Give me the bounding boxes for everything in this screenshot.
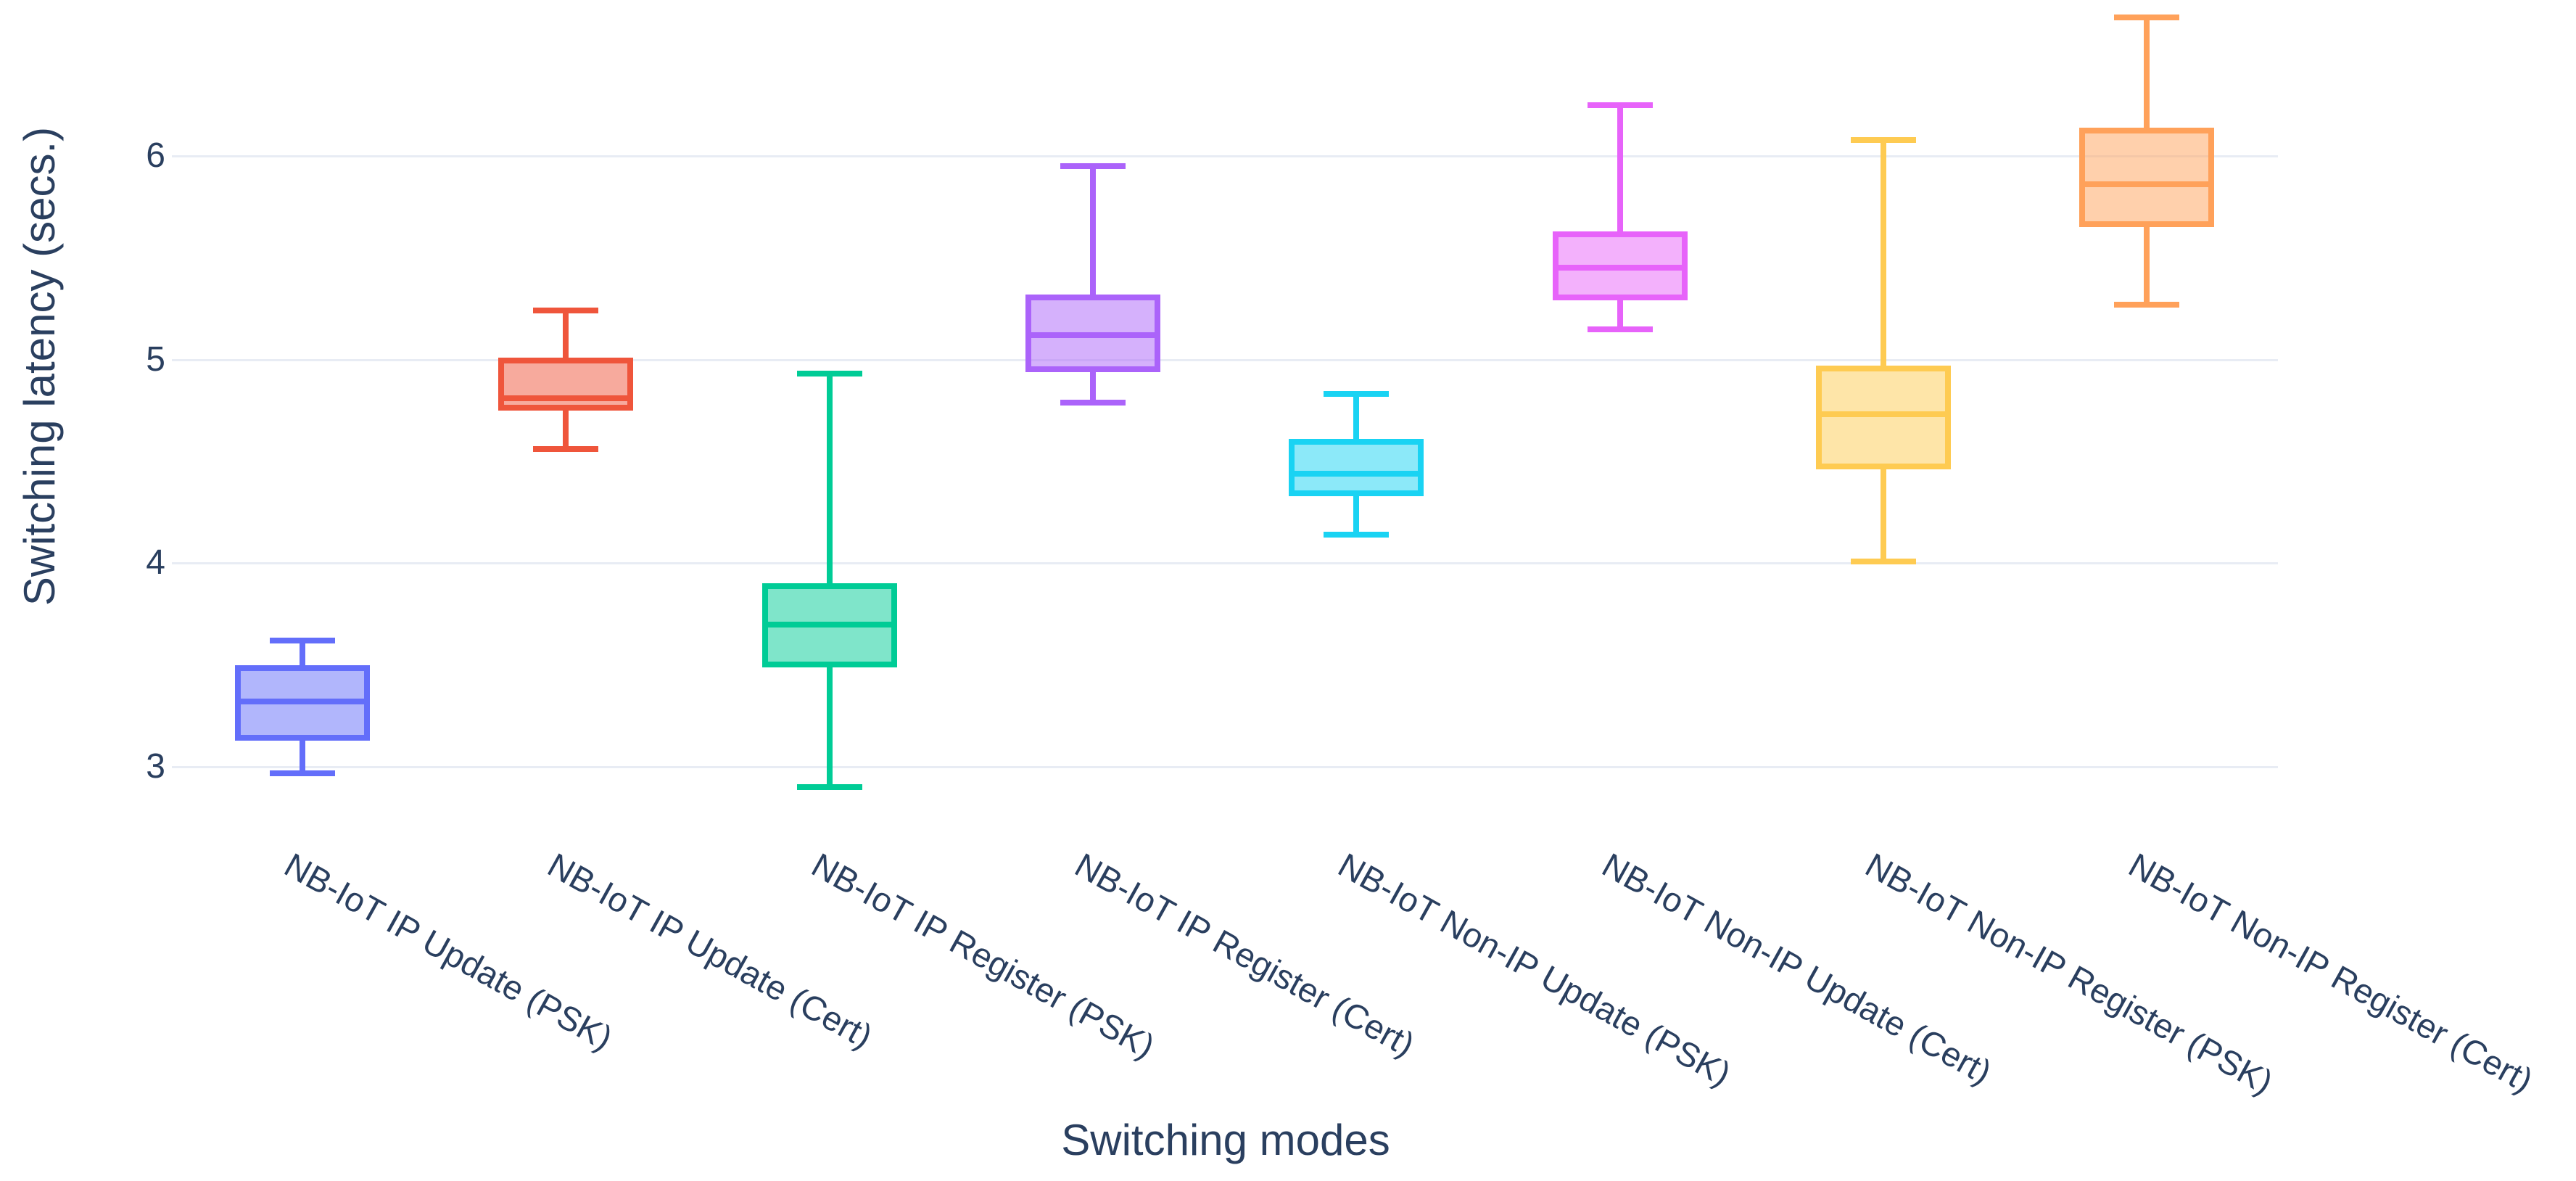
min-whisker-cap	[533, 446, 599, 453]
lower-whisker	[2144, 226, 2150, 305]
max-whisker-cap	[1324, 391, 1390, 398]
iqr-box[interactable]	[2079, 127, 2215, 228]
min-whisker-cap	[1587, 326, 1653, 332]
lower-whisker	[563, 408, 569, 450]
gridline	[172, 766, 2278, 768]
x-axis-title: Switching modes	[1061, 1116, 1390, 1164]
y-tick-label: 6	[146, 136, 165, 175]
max-whisker-cap	[533, 308, 599, 314]
upper-whisker	[300, 641, 305, 667]
median-line	[1031, 332, 1155, 339]
y-tick-label: 5	[146, 340, 165, 379]
max-whisker-cap	[1850, 136, 1916, 143]
median-line	[504, 395, 628, 402]
max-whisker-cap	[270, 638, 335, 644]
median-line	[1295, 470, 1419, 477]
max-whisker-cap	[2114, 15, 2180, 21]
min-whisker-cap	[1324, 532, 1390, 538]
median-line	[767, 621, 891, 627]
upper-whisker	[1089, 166, 1096, 296]
lower-whisker	[1353, 494, 1360, 535]
lower-whisker	[300, 738, 305, 773]
lower-whisker	[1617, 299, 1623, 329]
iqr-box[interactable]	[1815, 366, 1951, 470]
min-whisker-cap	[270, 770, 335, 776]
gridline	[172, 562, 2278, 564]
upper-whisker	[826, 374, 833, 585]
max-whisker-cap	[1060, 163, 1126, 170]
gridline	[172, 155, 2278, 157]
lower-whisker	[1880, 468, 1886, 561]
lower-whisker	[1089, 370, 1096, 403]
median-line	[2085, 181, 2209, 188]
lower-whisker	[826, 665, 833, 788]
min-whisker-cap	[2114, 301, 2180, 308]
upper-whisker	[2144, 17, 2150, 129]
y-axis-title: Switching latency (secs.)	[15, 126, 64, 606]
min-whisker-cap	[796, 784, 862, 791]
max-whisker-cap	[1587, 102, 1653, 108]
min-whisker-cap	[1850, 558, 1916, 564]
upper-whisker	[563, 310, 569, 359]
iqr-box[interactable]	[498, 357, 634, 411]
median-line	[1558, 265, 1682, 271]
gridline	[172, 359, 2278, 361]
y-tick-label: 3	[146, 747, 165, 786]
upper-whisker	[1617, 104, 1623, 233]
upper-whisker	[1353, 394, 1360, 441]
y-tick-label: 4	[146, 543, 165, 582]
max-whisker-cap	[796, 371, 862, 377]
x-tick-label: NB-IoT Non-IP Register (PSK)	[1859, 845, 2279, 1102]
min-whisker-cap	[1060, 399, 1126, 406]
upper-whisker	[1880, 139, 1886, 368]
iqr-box[interactable]	[1289, 439, 1424, 496]
median-line	[1821, 411, 1945, 418]
median-line	[241, 699, 364, 705]
x-tick-label: NB-IoT Non-IP Register (Cert)	[2122, 845, 2540, 1100]
